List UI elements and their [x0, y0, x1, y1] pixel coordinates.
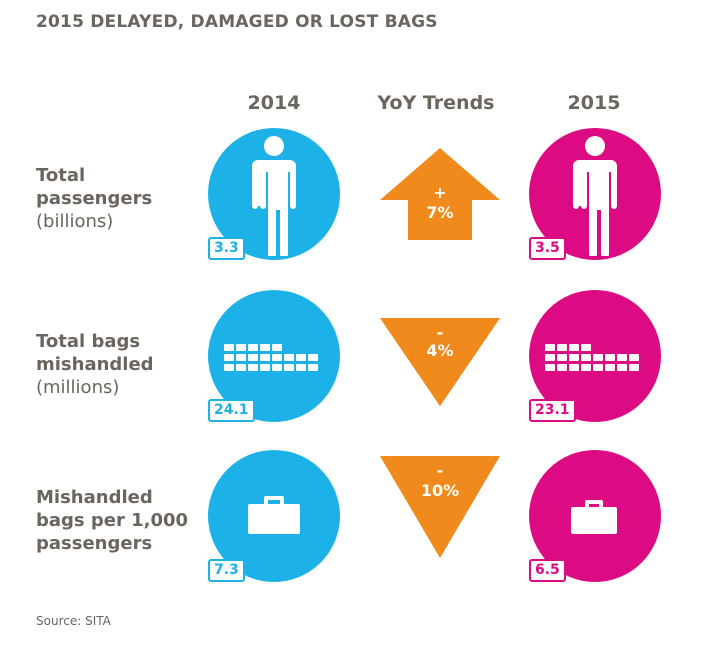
trend-sign: -: [436, 323, 444, 342]
circle-2015-per-1000: 6.5: [529, 450, 661, 582]
briefcase-icon: [248, 496, 300, 534]
down-arrow-icon: [380, 318, 500, 406]
briefcase-icon: [571, 500, 617, 534]
column-header-yoy-trends: YoY Trends: [377, 92, 495, 114]
value-2014: 24.1: [208, 399, 255, 422]
source-note: Source: SITA: [36, 614, 111, 628]
value-2015: 23.1: [529, 399, 576, 422]
trend-sign: -: [436, 461, 444, 480]
infographic-title: 2015 DELAYED, DAMAGED OR LOST BAGS: [36, 12, 438, 32]
circle-2015-total-bags: 23.1: [529, 290, 661, 422]
person-icon: [573, 136, 617, 256]
row-label-title: Total passengers: [36, 165, 153, 209]
trend-sign: +: [433, 183, 447, 202]
row-label-title: Mishandled bags per 1,000 passengers: [36, 487, 189, 554]
down-arrow-icon: [380, 456, 500, 558]
value-2015: 3.5: [529, 237, 566, 260]
value-2014: 7.3: [208, 559, 245, 582]
circle-2014-total-passengers: 3.3: [208, 128, 340, 260]
circle-2014-per-1000: 7.3: [208, 450, 340, 582]
person-icon: [252, 136, 296, 256]
row-label-unit: (billions): [36, 211, 114, 232]
trend-value: 7%: [426, 203, 454, 222]
luggage-rows-icon: [224, 344, 318, 371]
column-header-2015: 2015: [567, 92, 621, 114]
trend-value: 10%: [420, 481, 460, 500]
circle-2015-total-passengers: 3.5: [529, 128, 661, 260]
trend-up-arrow: + 7%: [380, 148, 500, 278]
row-label-title: Total bags mishandled: [36, 331, 154, 375]
row-label-mishandled-per-1000: Mishandled bags per 1,000 passengers: [36, 486, 206, 555]
trend-value: 4%: [426, 341, 454, 360]
luggage-rows-icon: [545, 344, 639, 371]
up-arrow-icon: [380, 148, 500, 240]
row-label-total-bags-mishandled: Total bags mishandled (millions): [36, 330, 206, 399]
trend-down-arrow: - 4%: [380, 302, 500, 432]
row-label-total-passengers: Total passengers (billions): [36, 164, 206, 233]
value-2014: 3.3: [208, 237, 245, 260]
value-2015: 6.5: [529, 559, 566, 582]
row-label-unit: (millions): [36, 377, 120, 398]
circle-2014-total-bags: 24.1: [208, 290, 340, 422]
trend-down-arrow: - 10%: [380, 452, 500, 582]
column-header-2014: 2014: [247, 92, 301, 114]
